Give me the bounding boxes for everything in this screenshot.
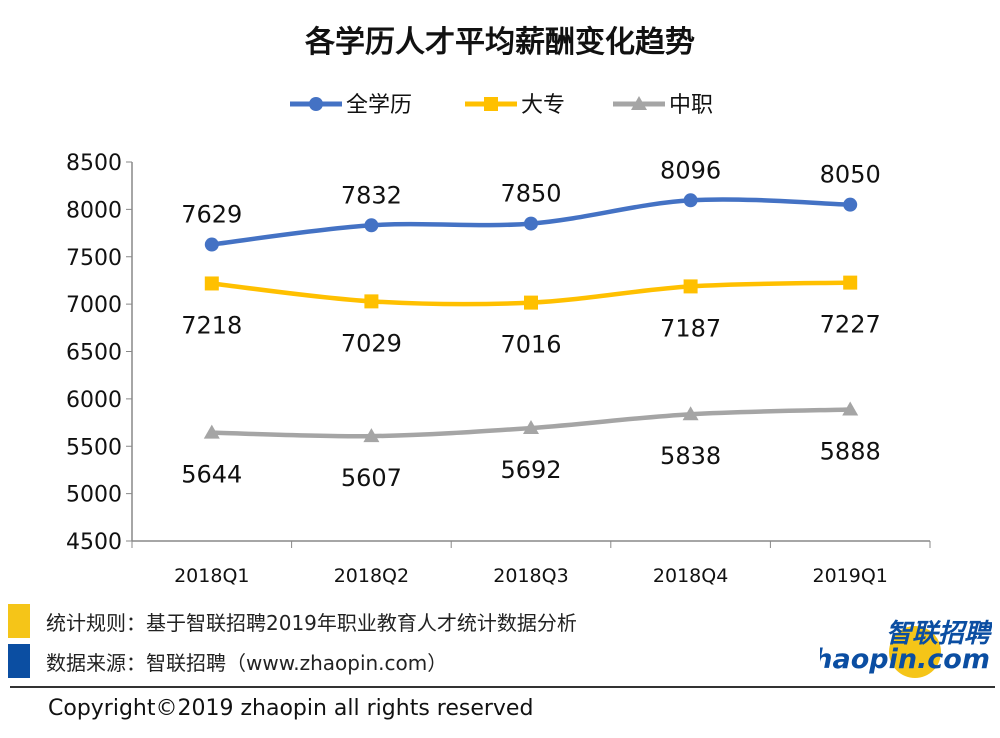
- y-tick-label: 5500: [66, 435, 122, 460]
- legend-label-2: 中职: [669, 93, 713, 118]
- note-rule-text: 统计规则：基于智联招聘2019年职业教育人才统计数据分析: [46, 610, 577, 635]
- data-label-1: 7218: [181, 311, 242, 339]
- data-point-0: [364, 218, 379, 233]
- note-source-text: 数据来源：智联招聘（www.zhaopin.com）: [46, 650, 448, 675]
- y-tick-label: 7000: [66, 293, 122, 318]
- x-tick-label: 2018Q3: [493, 565, 568, 587]
- x-tick-label: 2018Q2: [334, 565, 409, 587]
- data-label-0: 8096: [660, 156, 721, 184]
- y-tick-label: 8000: [66, 198, 122, 223]
- data-point-1: [524, 295, 538, 310]
- legend-label-1: 大专: [521, 93, 565, 118]
- x-tick-label: 2018Q1: [174, 565, 249, 587]
- data-label-0: 7832: [341, 181, 402, 209]
- data-point-1: [204, 276, 219, 291]
- zhaopin-logo: 智联招聘 zhaopin.com: [820, 619, 992, 678]
- legend-marker-0: [309, 97, 323, 111]
- logo-cn: 智联招聘: [886, 619, 992, 649]
- chart-title: 各学历人才平均薪酬变化趋势: [304, 25, 695, 60]
- data-point-1: [843, 275, 858, 290]
- data-label-0: 8050: [820, 161, 881, 189]
- data-point-0: [524, 216, 538, 231]
- legend-marker-2: [631, 96, 647, 110]
- divider: [10, 686, 995, 688]
- data-label-1: 7187: [660, 314, 721, 342]
- y-tick-label: 6000: [66, 388, 122, 413]
- data-point-2: [682, 406, 699, 421]
- data-point-2: [363, 428, 380, 443]
- data-label-1: 7016: [500, 331, 561, 359]
- data-label-0: 7850: [500, 180, 561, 208]
- data-point-2: [523, 420, 539, 435]
- data-label-0: 7629: [181, 201, 242, 229]
- y-tick-label: 8500: [66, 151, 122, 176]
- data-label-1: 7029: [341, 329, 402, 357]
- note-rule-marker: [8, 604, 30, 638]
- logo-en: zhaopin.com: [820, 644, 990, 675]
- note-source: 数据来源：智联招聘（www.zhaopin.com）: [8, 644, 447, 678]
- y-tick-label: 7500: [66, 246, 122, 271]
- data-point-0: [683, 193, 698, 208]
- data-point-1: [364, 294, 379, 309]
- y-tick-label: 6500: [66, 341, 122, 366]
- copyright: Copyright©2019 zhaopin all rights reserv…: [48, 696, 534, 721]
- data-label-2: 5838: [660, 442, 721, 470]
- data-label-2: 5888: [820, 437, 881, 465]
- y-tick-label: 5000: [66, 483, 122, 508]
- legend-label-0: 全学历: [346, 93, 412, 118]
- note-rule: 统计规则：基于智联招聘2019年职业教育人才统计数据分析: [8, 604, 577, 638]
- data-point-1: [683, 279, 698, 294]
- data-point-2: [842, 401, 859, 416]
- data-point-0: [843, 197, 858, 212]
- data-label-2: 5644: [181, 461, 242, 489]
- data-label-2: 5692: [500, 456, 561, 484]
- data-point-0: [204, 237, 219, 252]
- data-point-2: [203, 424, 220, 439]
- x-tick-label: 2018Q4: [653, 565, 728, 587]
- legend-marker-1: [484, 97, 498, 111]
- note-source-marker: [8, 644, 30, 678]
- x-tick-label: 2019Q1: [812, 565, 887, 587]
- y-tick-label: 4500: [66, 530, 122, 555]
- data-label-2: 5607: [341, 464, 402, 492]
- data-label-1: 7227: [820, 311, 881, 339]
